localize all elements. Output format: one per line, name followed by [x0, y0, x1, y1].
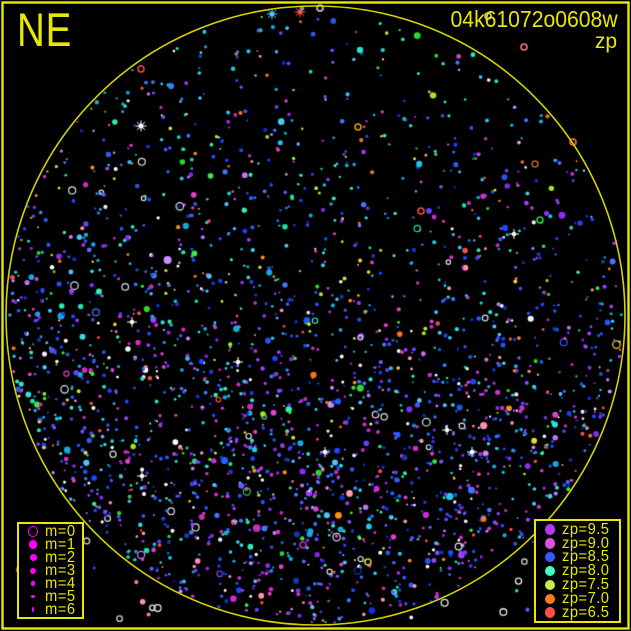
legend-zp-marker-icon [538, 524, 562, 535]
legend-zp-marker-icon [538, 565, 562, 577]
legend-zp-marker-icon [538, 551, 562, 563]
legend-zp-marker-icon [538, 579, 562, 591]
legend-zp-marker-icon [538, 538, 562, 549]
legend-m-marker-icon [21, 554, 45, 561]
legend-m-row: m=6 [21, 600, 80, 618]
legend-m-marker-icon [21, 526, 45, 537]
orientation-label: NE [17, 3, 73, 56]
plot-title: 04k61072o0608w [450, 6, 618, 32]
legend-m-marker-icon [21, 607, 45, 612]
legend-m-marker-icon [21, 567, 45, 574]
legend-zp-marker-icon [538, 593, 562, 604]
legend-label: zp=6.5 [562, 603, 610, 621]
plot-subtitle: zp [594, 30, 617, 53]
legend-zp-row: zp=6.5 [538, 603, 617, 621]
legend-zeropoint: zp=9.5 zp=9.0 zp=8.5 zp=8.0 zp=7.5 zp=7.0 zp=6… [534, 519, 621, 623]
legend-magnitude: m=0 m=1 m=2 m=3 m=4 m=5 m=6 [17, 522, 84, 619]
legend-m-marker-icon [21, 594, 45, 599]
legend-label: m=6 [45, 600, 76, 618]
legend-m-marker-icon [21, 540, 45, 549]
legend-m-marker-icon [21, 581, 45, 586]
legend-zp-marker-icon [538, 607, 562, 618]
